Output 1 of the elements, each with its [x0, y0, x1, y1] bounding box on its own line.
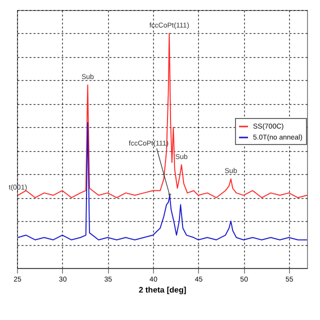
- x-axis-title: 2 theta [deg]: [138, 286, 187, 294]
